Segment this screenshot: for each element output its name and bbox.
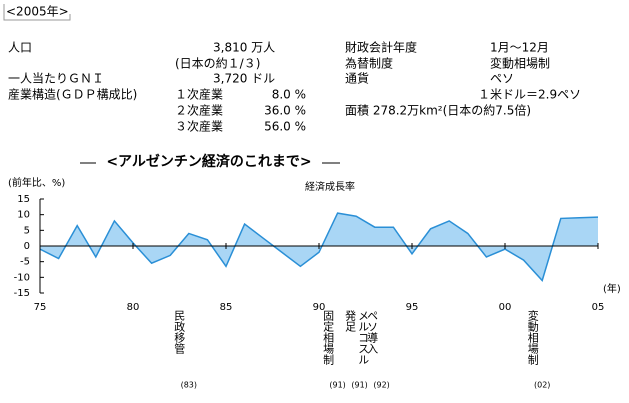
info-label: 財政会計年度 [345,40,417,55]
x-tick-label: 00 [499,302,512,313]
info-value: 1月～12月 [490,41,549,55]
info-value: 3,810 万人 [213,41,275,55]
x-tick-label: 85 [220,302,233,313]
annotation: メルコスル発足 [343,310,370,365]
x-axis-label: (年) [603,282,621,295]
industry-share: 8.0 % [272,88,306,102]
y-tick-label: -15 [14,288,30,299]
annotation-label: (83) [181,381,197,390]
x-tick-label: 75 [34,302,47,313]
info-value: ペソ [490,72,514,86]
plot: 15 10 5 0 -5 -10 -15 75 80 85 90 95 00 05 民政移管 (83) 固定相場… [14,194,605,390]
annotation: 固定相場制 [321,310,335,365]
industry-name: ２次産業 [175,103,223,118]
x-tick-label: 05 [592,302,605,313]
annotation: ペソ導入 [365,310,379,354]
industry-share: 36.0 % [264,104,306,118]
x-tick-label: 95 [406,302,419,313]
y-tick-label: 5 [24,225,30,236]
section-title: <アルゼンチン経済のこれまで> [106,153,311,170]
y-tick-label: 0 [24,241,30,252]
header-frame [3,4,71,21]
industry-name: ３次産業 [175,119,223,134]
area-line [39,212,599,282]
annotation: 変動相場制 [526,310,540,365]
annotation-label: (91) [351,381,367,390]
annotation-text: ペソ導入 [365,310,379,354]
info-note: (日本の約１/３) [175,56,260,71]
info-label: 通貨 [345,71,369,86]
annotation-text: 民政移管 [172,310,186,354]
y-tick-label: 15 [17,194,30,205]
annotation-text: 固定相場制 [321,310,335,365]
header: <2005年> [6,5,69,19]
x-tick-label: 80 [127,302,140,313]
annotation-label: (91) [329,381,345,390]
info-label: 人口 [8,41,32,55]
y-axis-label: (前年比、%) [8,176,65,189]
info-value: 変動相場制 [490,56,550,71]
info-value: １米ドル＝2.9ペソ [478,88,581,102]
x-tick-label: 90 [313,302,326,313]
y-tick-label: -5 [20,257,30,268]
info-value: 面積 278.2万km²(日本の約7.5倍) [345,103,531,118]
annotation-label: (02) [534,381,550,390]
y-tick-label: 10 [17,210,30,221]
info-label: 為替制度 [345,56,393,71]
info-label: 一人当たりＧＮＩ [8,72,104,86]
y-tick-label: -10 [14,272,30,283]
annotation-label: (92) [373,381,389,390]
info-value: 3,720 ドル [213,72,275,86]
info-label: 産業構造(ＧＤＰ構成比) [8,87,137,102]
annotation-text: メルコスル発足 [343,310,370,365]
chart-title: 経済成長率 [305,180,355,193]
annotation: 民政移管 [172,310,186,354]
industry-share: 56.0 % [264,120,306,134]
industry-name: １次産業 [175,87,223,102]
annotation-text: 変動相場制 [526,310,540,365]
